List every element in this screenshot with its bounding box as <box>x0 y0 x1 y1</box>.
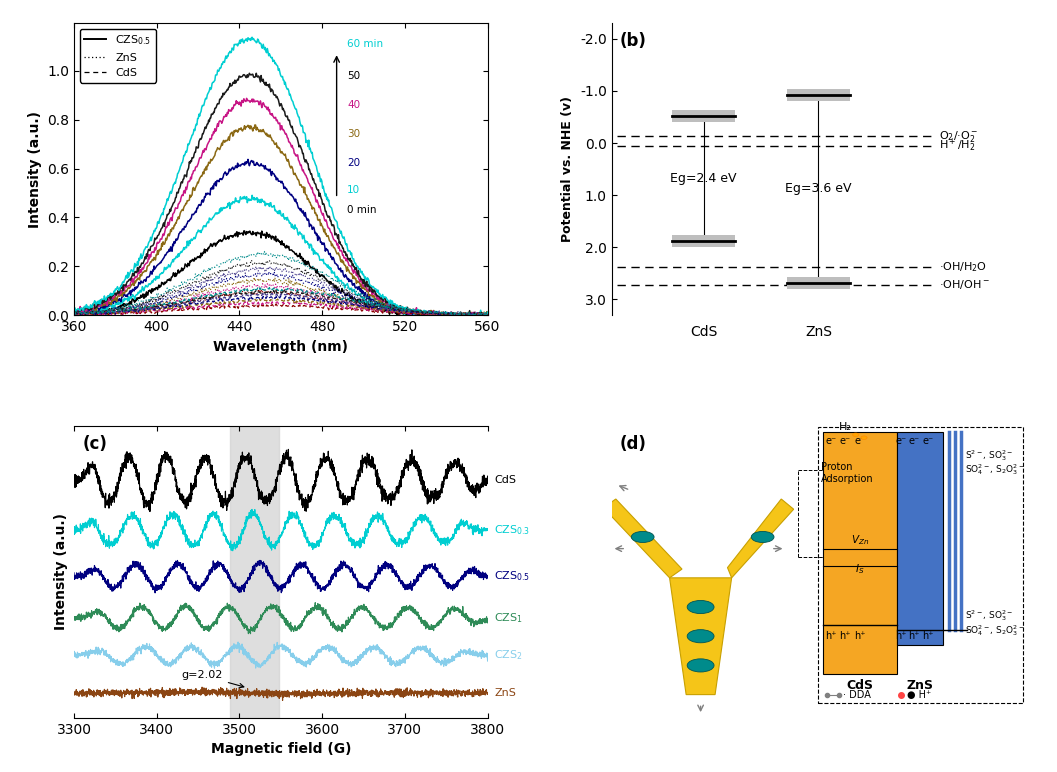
Text: 10: 10 <box>347 185 360 195</box>
Text: 40: 40 <box>347 100 360 110</box>
Text: 60 min: 60 min <box>347 39 383 49</box>
Ellipse shape <box>687 630 715 643</box>
Ellipse shape <box>752 531 774 543</box>
Text: ● H⁺: ● H⁺ <box>907 690 931 700</box>
Bar <box>897 432 943 645</box>
Text: e⁻: e⁻ <box>840 435 851 445</box>
Text: h⁺: h⁺ <box>826 631 837 641</box>
Text: S$^{2-}$, SO$_3^{2-}$: S$^{2-}$, SO$_3^{2-}$ <box>965 608 1014 623</box>
Text: 20: 20 <box>347 158 360 168</box>
X-axis label: Wavelength (nm): Wavelength (nm) <box>214 340 349 354</box>
Text: CdS: CdS <box>495 476 516 486</box>
Text: ·OH/H$_2$O: ·OH/H$_2$O <box>939 260 987 274</box>
Text: e⁻: e⁻ <box>854 435 866 445</box>
Text: ZnS: ZnS <box>495 688 516 698</box>
Text: CdS: CdS <box>847 679 873 692</box>
Text: g=2.02: g=2.02 <box>182 670 244 688</box>
Text: (a): (a) <box>82 32 109 50</box>
Text: 0 min: 0 min <box>347 205 376 215</box>
X-axis label: Magnetic field (G): Magnetic field (G) <box>210 743 351 757</box>
Bar <box>818 428 1023 703</box>
Text: Proton
Adsorption: Proton Adsorption <box>820 462 873 483</box>
Bar <box>672 235 736 247</box>
Text: h⁺: h⁺ <box>839 631 851 641</box>
Bar <box>786 277 850 289</box>
Legend: CZS$_{0.5}$, ZnS, CdS: CZS$_{0.5}$, ZnS, CdS <box>79 29 155 83</box>
Text: e⁻: e⁻ <box>908 435 920 445</box>
Text: $V_{Zn}$: $V_{Zn}$ <box>851 533 869 547</box>
Ellipse shape <box>631 531 654 543</box>
Polygon shape <box>669 577 731 695</box>
Text: CZS$_{0.5}$: CZS$_{0.5}$ <box>495 569 531 583</box>
Text: (d): (d) <box>620 435 647 453</box>
Polygon shape <box>727 499 794 577</box>
Text: e⁻: e⁻ <box>826 435 836 445</box>
Ellipse shape <box>860 436 867 439</box>
Text: CZS$_{0.3}$: CZS$_{0.3}$ <box>495 523 531 537</box>
Text: Eg=2.4 eV: Eg=2.4 eV <box>670 172 737 185</box>
Text: CZS$_{1}$: CZS$_{1}$ <box>495 611 523 625</box>
Text: 50: 50 <box>347 71 360 81</box>
Text: 30: 30 <box>347 129 360 139</box>
Text: O$_2$/·O$_2^-$: O$_2$/·O$_2^-$ <box>939 129 979 144</box>
Text: h⁺: h⁺ <box>923 631 933 641</box>
Text: e⁻: e⁻ <box>923 435 933 445</box>
Text: · DDA: · DDA <box>843 690 871 700</box>
Bar <box>822 432 897 674</box>
Text: ZnS: ZnS <box>906 679 933 692</box>
Y-axis label: Potential vs. NHE (v): Potential vs. NHE (v) <box>561 96 574 242</box>
Text: H$^+$/H$_2$: H$^+$/H$_2$ <box>939 137 976 154</box>
Ellipse shape <box>853 433 859 436</box>
Text: ·OH/OH$^-$: ·OH/OH$^-$ <box>939 279 990 291</box>
Text: (b): (b) <box>620 32 647 50</box>
Text: h⁺: h⁺ <box>854 631 866 641</box>
Ellipse shape <box>687 601 715 614</box>
Text: (c): (c) <box>82 435 107 453</box>
Text: SO$_4^{2-}$, S$_2$O$_3^{2-}$: SO$_4^{2-}$, S$_2$O$_3^{2-}$ <box>965 462 1025 477</box>
Text: h⁺: h⁺ <box>908 631 920 641</box>
Bar <box>672 110 736 122</box>
Y-axis label: Intensity (a.u.): Intensity (a.u.) <box>54 513 69 631</box>
Text: S$^{2-}$, SO$_3^{2-}$: S$^{2-}$, SO$_3^{2-}$ <box>965 448 1014 462</box>
Text: h⁺: h⁺ <box>895 631 907 641</box>
Text: e⁻: e⁻ <box>895 435 907 445</box>
Text: H₂: H₂ <box>839 422 852 432</box>
Y-axis label: Intensity (a.u.): Intensity (a.u.) <box>27 110 41 228</box>
Bar <box>229 426 279 718</box>
Text: SO$_4^{2-}$, S$_2$O$_3^{2-}$: SO$_4^{2-}$, S$_2$O$_3^{2-}$ <box>965 623 1025 638</box>
Text: $I_S$: $I_S$ <box>855 562 865 576</box>
Bar <box>786 90 850 101</box>
Text: Eg=3.6 eV: Eg=3.6 eV <box>785 182 852 195</box>
Ellipse shape <box>687 659 715 672</box>
Polygon shape <box>604 499 682 577</box>
Text: CZS$_{2}$: CZS$_{2}$ <box>495 648 523 662</box>
